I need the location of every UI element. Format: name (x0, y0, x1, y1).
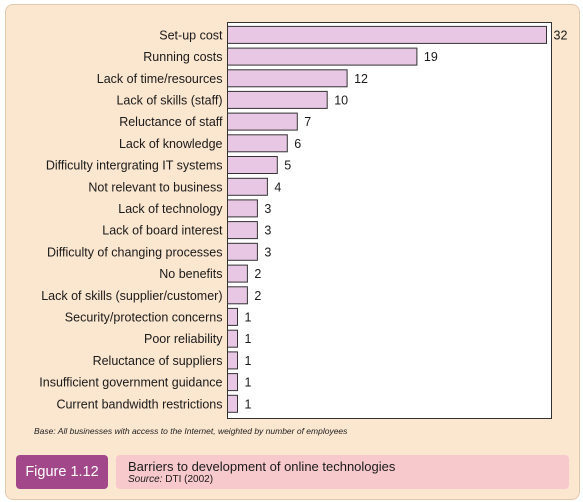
value-label: 32 (554, 28, 568, 42)
value-label: 5 (284, 159, 291, 173)
value-label: 3 (264, 224, 271, 238)
plot-area (227, 22, 552, 419)
figure-caption: Barriers to development of online techno… (116, 455, 569, 489)
value-label: 12 (354, 72, 368, 86)
category-label: No benefits (159, 267, 222, 281)
category-label: Security/protection concerns (65, 310, 223, 324)
figure-title: Barriers to development of online techno… (128, 459, 396, 474)
category-label: Poor reliability (144, 332, 223, 346)
value-label: 7 (304, 115, 311, 129)
bar (227, 199, 258, 218)
value-label: 6 (294, 137, 301, 151)
bar (227, 373, 238, 392)
category-label: Difficulty intergrating IT systems (46, 159, 223, 173)
category-label: Lack of knowledge (119, 137, 223, 151)
bar (227, 25, 547, 44)
value-label: 1 (245, 332, 252, 346)
value-label: 4 (274, 180, 281, 194)
category-label: Running costs (143, 50, 222, 64)
bar (227, 394, 238, 413)
category-label: Set-up cost (159, 28, 223, 42)
category-label: Reluctance of staff (119, 115, 223, 129)
category-label: Lack of board interest (102, 224, 223, 238)
source-text: DTI (2002) (165, 474, 214, 485)
bar (227, 221, 258, 240)
bar (227, 329, 238, 348)
category-label: Insufficient government guidance (39, 376, 222, 390)
value-label: 1 (245, 376, 252, 390)
category-label: Not relevant to business (88, 180, 222, 194)
bar (227, 264, 248, 283)
value-label: 2 (254, 267, 261, 281)
bar (227, 156, 278, 174)
value-label: 19 (424, 50, 438, 64)
value-label: 1 (245, 310, 252, 324)
category-label: Reluctance of suppliers (93, 354, 223, 368)
source-prefix: Source: (128, 474, 163, 485)
value-label: 2 (254, 289, 261, 303)
category-label: Difficulty of changing processes (47, 245, 223, 259)
value-label: 1 (245, 397, 252, 411)
bars-group (227, 25, 547, 413)
bar (227, 177, 268, 196)
bar (227, 47, 418, 66)
value-label: 10 (334, 93, 348, 107)
figure-number-badge: Figure 1.12 (16, 455, 108, 489)
bar (227, 242, 258, 261)
category-labels-group: Set-up cost Running costs Lack of time/res… (39, 28, 223, 411)
figure-source: Source: DTI (2002) (128, 474, 213, 485)
bar (227, 351, 238, 370)
category-label: Lack of technology (118, 202, 223, 216)
value-label: 3 (264, 202, 271, 216)
category-label: Lack of skills (staff) (116, 93, 222, 107)
category-label: Current bandwidth restrictions (56, 397, 222, 411)
bar (227, 90, 328, 109)
value-label: 1 (245, 354, 252, 368)
bar (227, 112, 298, 131)
bar (227, 286, 248, 305)
bar (227, 307, 238, 326)
bar (227, 134, 288, 153)
bar (227, 69, 348, 88)
category-label: Lack of skills (supplier/customer) (41, 289, 222, 303)
category-label: Lack of time/resources (97, 72, 223, 86)
base-note: Base: All businesses with access to the … (34, 426, 348, 436)
value-label: 3 (264, 245, 271, 259)
